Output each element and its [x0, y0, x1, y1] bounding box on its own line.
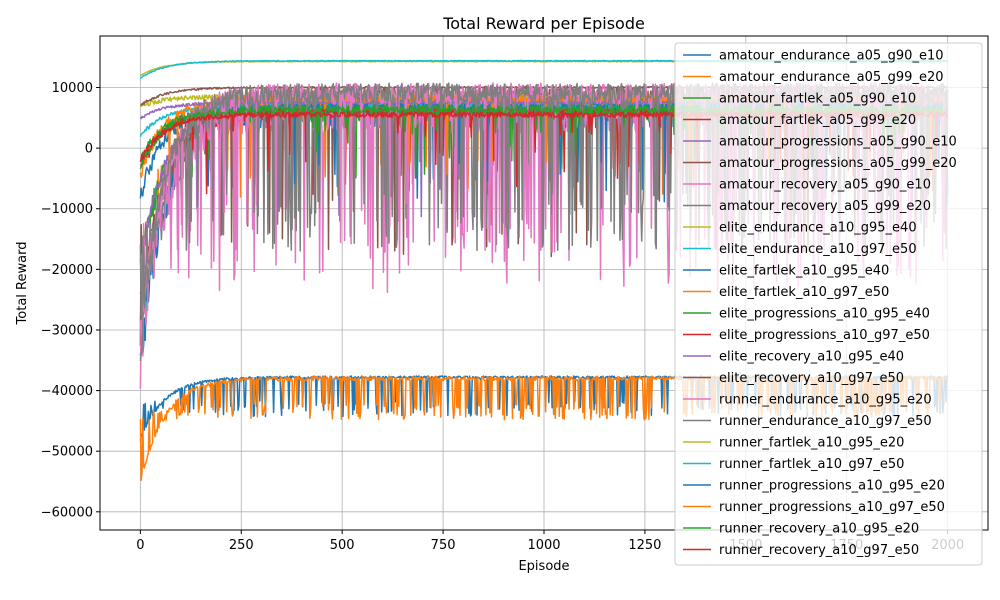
- y-axis-label: Total Reward: [15, 242, 30, 326]
- x-tick-label: 250: [229, 538, 254, 553]
- legend-label: elite_progressions_a10_g95_e40: [719, 307, 930, 322]
- y-tick-label: 10000: [52, 81, 93, 96]
- legend-label: runner_endurance_a10_g95_e20: [719, 393, 932, 408]
- x-tick-label: 1250: [628, 538, 661, 553]
- x-tick-label: 1000: [527, 538, 560, 553]
- chart-title: Total Reward per Episode: [442, 14, 645, 33]
- legend-label: amatour_endurance_a05_g99_e20: [719, 70, 944, 85]
- legend: amatour_endurance_a05_g90_e10 amatour_end…: [674, 42, 983, 566]
- legend-label: runner_recovery_a10_g95_e20: [719, 522, 919, 537]
- legend-label: elite_recovery_a10_g95_e40: [719, 350, 904, 365]
- legend-label: elite_endurance_a10_g95_e40: [719, 221, 917, 236]
- legend-label: elite_recovery_a10_g97_e50: [719, 371, 904, 386]
- y-tick-label: −50000: [41, 445, 93, 460]
- y-tick-label: −60000: [41, 505, 93, 520]
- y-tick-label: −30000: [41, 323, 93, 338]
- legend-label: amatour_progressions_a05_g99_e20: [719, 156, 957, 171]
- legend-label: amatour_endurance_a05_g90_e10: [719, 49, 944, 64]
- x-tick-label: 0: [136, 538, 144, 553]
- legend-label: amatour_recovery_a05_g99_e20: [719, 199, 931, 214]
- x-tick-label: 500: [330, 538, 355, 553]
- legend-label: elite_fartlek_a10_g97_e50: [719, 285, 889, 300]
- legend-label: elite_endurance_a10_g97_e50: [719, 242, 917, 257]
- legend-label: amatour_recovery_a05_g90_e10: [719, 178, 931, 193]
- y-tick-label: −10000: [41, 202, 93, 217]
- legend-label: amatour_fartlek_a05_g99_e20: [719, 113, 916, 128]
- y-tick-label: −20000: [41, 263, 93, 278]
- x-tick-label: 750: [431, 538, 456, 553]
- legend-label: runner_fartlek_a10_g95_e20: [719, 436, 904, 451]
- legend-label: amatour_progressions_a05_g90_e10: [719, 135, 957, 150]
- x-axis-label: Episode: [518, 559, 569, 574]
- legend-label: runner_endurance_a10_g97_e50: [719, 414, 932, 429]
- legend-label: runner_progressions_a10_g95_e20: [719, 479, 945, 494]
- legend-label: elite_progressions_a10_g97_e50: [719, 328, 930, 343]
- y-tick-label: −40000: [41, 384, 93, 399]
- legend-label: runner_progressions_a10_g97_e50: [719, 500, 945, 515]
- legend-box: [674, 42, 983, 566]
- legend-label: elite_fartlek_a10_g95_e40: [719, 264, 889, 279]
- y-tick-label: 0: [85, 142, 93, 157]
- y-axis: −60000 −50000 −40000 −30000 −20000 −10000 0 100…: [41, 81, 100, 520]
- legend-label: runner_fartlek_a10_g97_e50: [719, 457, 904, 472]
- legend-label: amatour_fartlek_a05_g90_e10: [719, 92, 916, 107]
- legend-label: runner_recovery_a10_g97_e50: [719, 543, 919, 558]
